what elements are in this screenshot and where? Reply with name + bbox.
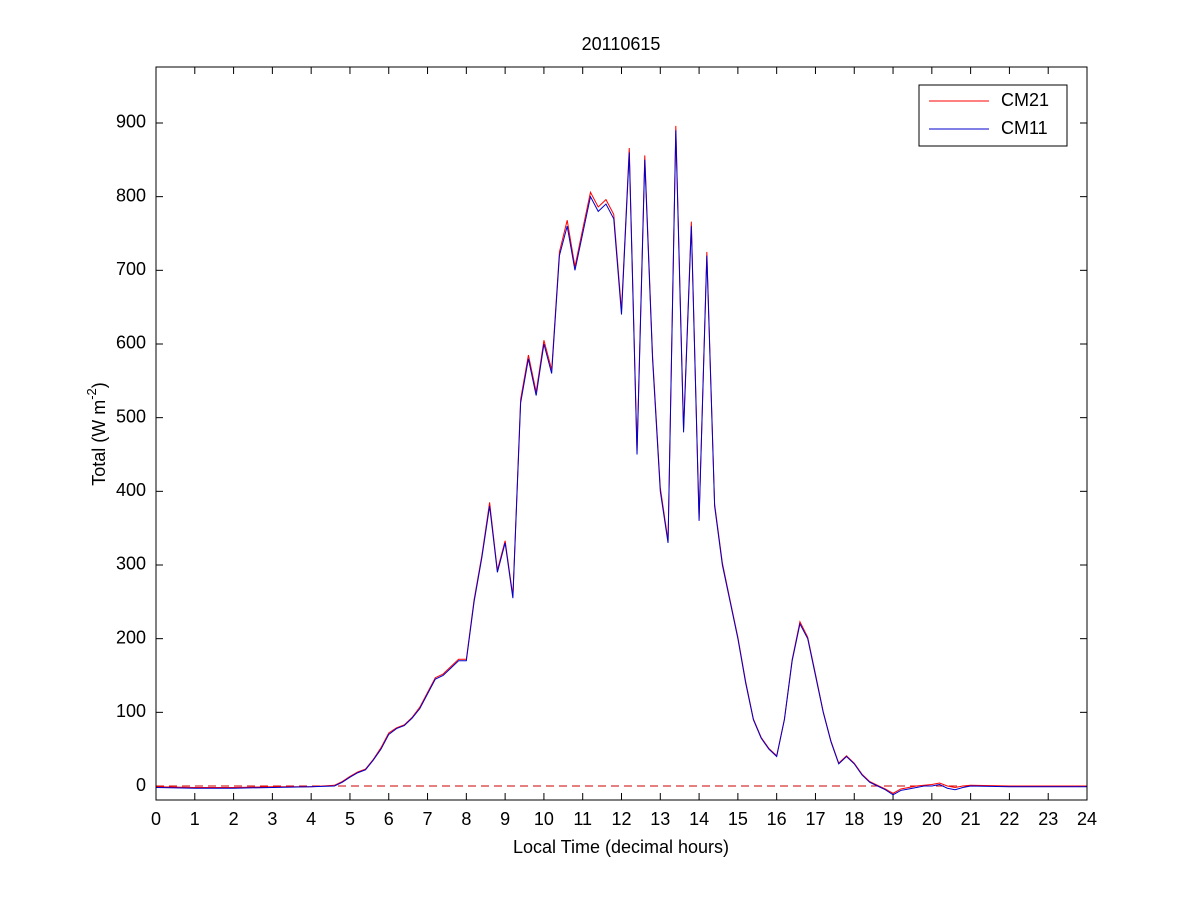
plot-frame (155, 66, 1088, 801)
x-tick-label: 16 (767, 809, 787, 829)
y-tick-label: 500 (116, 406, 146, 426)
x-tick-label: 6 (384, 809, 394, 829)
x-tick-label: 13 (650, 809, 670, 829)
x-tick-label: 4 (306, 809, 316, 829)
x-tick-label: 14 (689, 809, 709, 829)
x-tick-label: 21 (961, 809, 981, 829)
x-tick-label: 12 (611, 809, 631, 829)
series-line (155, 130, 1087, 796)
y-tick-label: 600 (116, 333, 146, 353)
x-axis-label: Local Time (decimal hours) (513, 837, 729, 857)
y-tick-label: 300 (116, 554, 146, 574)
y-tick-label: 0 (136, 775, 146, 795)
legend-label: CM21 (1001, 90, 1049, 110)
y-tick-label: 100 (116, 701, 146, 721)
x-tick-label: 10 (534, 809, 554, 829)
y-axis-label: Total (W m-2) (84, 382, 108, 486)
x-tick-label: 11 (573, 809, 592, 829)
y-label-text: Total (W m (89, 400, 109, 486)
x-tick-label: 1 (190, 809, 200, 829)
x-tick-label: 3 (267, 809, 277, 829)
y-tick-label: 900 (116, 112, 146, 132)
x-tick-label: 23 (1038, 809, 1058, 829)
x-tick-label: 15 (728, 809, 748, 829)
x-tick-label: 18 (844, 809, 864, 829)
y-label-sup: -2 (84, 388, 99, 400)
chart-title: 20110615 (582, 34, 661, 54)
legend-label: CM11 (1001, 118, 1048, 138)
y-tick-label: 400 (116, 480, 146, 500)
x-tick-label: 8 (461, 809, 471, 829)
x-tick-label: 7 (423, 809, 433, 829)
y-tick-label: 700 (116, 259, 146, 279)
y-tick-label: 800 (116, 185, 146, 205)
x-tick-label: 24 (1077, 809, 1097, 829)
x-tick-label: 22 (999, 809, 1019, 829)
y-tick-label: 200 (116, 627, 146, 647)
x-tick-label: 9 (500, 809, 510, 829)
x-tick-label: 19 (883, 809, 903, 829)
x-tick-label: 5 (345, 809, 355, 829)
x-tick-label: 20 (922, 809, 942, 829)
x-tick-label: 2 (229, 809, 239, 829)
x-tick-label: 0 (151, 809, 161, 829)
legend-box (918, 84, 1068, 147)
x-tick-label: 17 (805, 809, 825, 829)
y-label-suffix: ) (89, 382, 109, 388)
